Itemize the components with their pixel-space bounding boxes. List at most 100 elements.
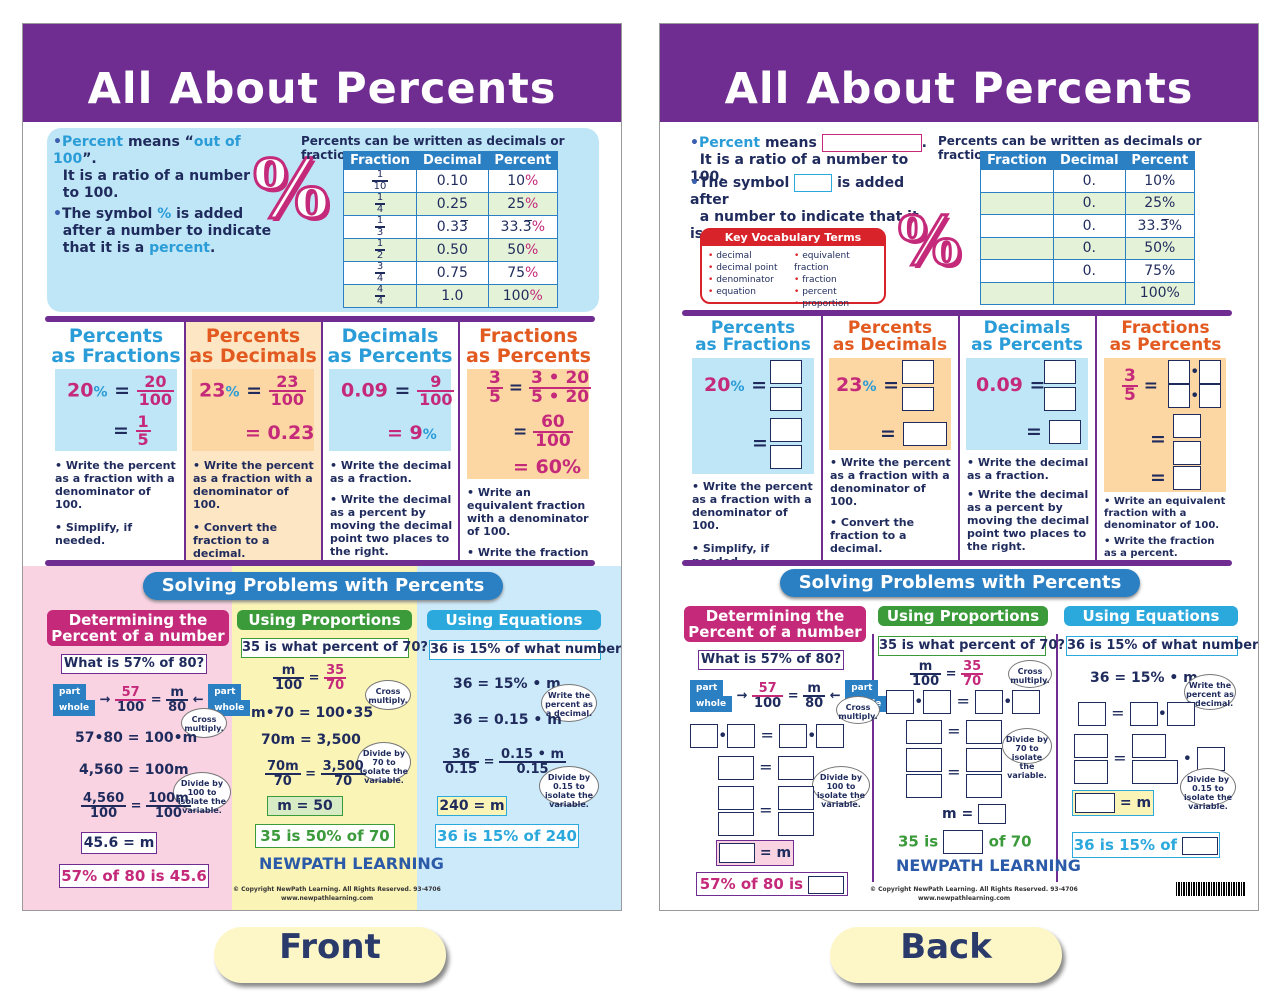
text: 70 xyxy=(334,774,353,789)
text: 3,500 xyxy=(320,759,366,775)
equals: = xyxy=(1150,414,1201,465)
website: www.newpathlearning.com xyxy=(281,895,374,902)
question-2: 35 is what percent of 70? xyxy=(878,636,1065,656)
term-percent: Percent xyxy=(61,134,124,150)
text: m xyxy=(910,660,942,675)
text: a number to indicate that it is xyxy=(690,209,919,242)
cell-fraction-blank[interactable] xyxy=(979,169,1055,193)
text: 0.09 xyxy=(976,374,1023,396)
hint-bubble: Divide by 0.15 to isolate the variable. xyxy=(539,766,599,809)
hint-bubble: Write the percent as a decimal. xyxy=(541,684,597,722)
col2-notes: • Write the percent as a fraction with a… xyxy=(830,456,951,555)
result-3: 240 = m xyxy=(437,796,507,816)
table-row: 0. 25% xyxy=(979,191,1196,215)
example-1: 20% = xyxy=(704,374,768,396)
text: means xyxy=(760,135,822,151)
hint-bubble: Divide by 70 to isolate the variable. xyxy=(357,742,411,785)
cell-fraction-blank[interactable] xyxy=(979,214,1055,238)
cell-fraction-blank[interactable] xyxy=(979,191,1055,215)
divider xyxy=(321,322,323,560)
text: Write the decimal as a fraction. xyxy=(967,456,1089,482)
divider xyxy=(458,322,460,560)
table-row: 0. 10% xyxy=(979,169,1196,193)
vocab-term: • denominator xyxy=(708,275,774,285)
answer-blank-frac[interactable]: • • xyxy=(1168,360,1222,408)
text: 100 xyxy=(419,390,453,409)
text: Write the percent as a fraction with a d… xyxy=(55,459,176,511)
text: 100 xyxy=(138,390,173,409)
table-row: 0. 75% xyxy=(979,259,1196,283)
heading-pct-frac: Percents as Fractions xyxy=(686,320,820,354)
answer-blank-frac[interactable] xyxy=(770,360,802,411)
blank-frac-row[interactable]: = • xyxy=(1074,734,1226,784)
vocab-list-right: • equivalent fraction • fraction • percent… xyxy=(794,250,884,310)
conversion-table: Fraction Decimal Percent 0. 10% 0. 25% 0. 33.… xyxy=(979,151,1196,305)
cell-percent: 25% xyxy=(487,192,559,216)
hint-bubble: Divide by 100 to isolate the variable. xyxy=(173,772,231,815)
text: Write the decimal as a percent by moving… xyxy=(330,493,453,558)
cell-fraction-blank[interactable] xyxy=(979,281,1055,305)
cell-decimal: 0. xyxy=(1053,214,1126,238)
text: 57 xyxy=(752,682,784,697)
text: Write an equivalent fraction with a deno… xyxy=(1104,496,1226,531)
front-button[interactable]: Front xyxy=(214,927,446,983)
answer-2: 35 is 50% of 70 xyxy=(255,824,395,848)
text: The symbol xyxy=(61,206,158,222)
vocab-term: • decimal point xyxy=(708,263,778,273)
blank-row[interactable]: • = • xyxy=(690,724,845,748)
answer-blank-frac[interactable] xyxy=(1044,360,1076,411)
hint-bubble: Cross multiply. xyxy=(365,680,411,710)
divider xyxy=(682,560,1232,566)
text: 0.15 xyxy=(516,762,549,777)
text: It is a ratio of a number xyxy=(62,168,251,184)
answer-blank-frac[interactable] xyxy=(902,360,934,411)
step-1b: 4,560 = 100m xyxy=(79,762,189,778)
blank-row[interactable]: = xyxy=(718,756,814,780)
cell-percent: 100% xyxy=(1124,281,1196,305)
cell-decimal: 0.75 xyxy=(416,261,489,285)
website: www.newpathlearning.com xyxy=(918,895,1011,902)
answer-blank-frac[interactable] xyxy=(770,418,802,469)
text: out of 100 xyxy=(53,134,241,167)
result-1[interactable]: = m xyxy=(716,840,795,866)
text: = m xyxy=(759,845,792,861)
result-3[interactable]: = m xyxy=(1072,790,1155,816)
step-3c: 36 0.15 = 0.15 • m 0.15 xyxy=(443,747,567,777)
vocab-term: • decimal xyxy=(708,251,752,261)
newpath-logo: NEWPATH LEARNING xyxy=(896,856,1081,875)
th-fraction: Fraction xyxy=(342,151,418,170)
blank-frac-row[interactable]: = xyxy=(718,786,814,836)
text: ”. xyxy=(82,151,97,167)
text: The symbol xyxy=(698,175,795,191)
sub-equations: Using Equations xyxy=(1064,606,1238,626)
blank-frac-row[interactable]: = xyxy=(906,748,1002,798)
cell-fraction-blank[interactable] xyxy=(979,236,1055,260)
blank-row[interactable]: = • xyxy=(1078,702,1196,726)
percent-definition: •Percent means . It is a ratio of a numb… xyxy=(690,134,927,185)
text: 100 xyxy=(535,431,571,451)
table-row: 0. 33.3̅% xyxy=(979,214,1196,238)
text: 80 xyxy=(805,696,824,711)
text: means “ xyxy=(123,134,194,150)
blank-row[interactable]: = xyxy=(906,720,1002,744)
blank-box[interactable] xyxy=(821,134,922,152)
cell-percent: 10% xyxy=(487,169,559,193)
hint-bubble: Cross multiply. xyxy=(181,708,227,738)
equals: = xyxy=(880,422,947,446)
text: after a number to indicate xyxy=(62,223,272,239)
blank-box[interactable] xyxy=(794,174,833,192)
example-2: 23% = 23 100 xyxy=(199,374,307,408)
text: 20 xyxy=(67,379,94,402)
blank-row[interactable]: • = • xyxy=(886,690,1041,714)
back-button[interactable]: Back xyxy=(830,927,1062,983)
step-1c: 4,560 100 = 100m 100 xyxy=(81,791,191,821)
text: that it is a xyxy=(62,240,150,256)
text: 0.09 xyxy=(341,379,388,402)
text: Convert the fraction to a decimal. xyxy=(193,521,278,560)
cell-fraction-blank[interactable] xyxy=(979,259,1055,283)
text: 36 is 15% of xyxy=(1073,836,1178,854)
